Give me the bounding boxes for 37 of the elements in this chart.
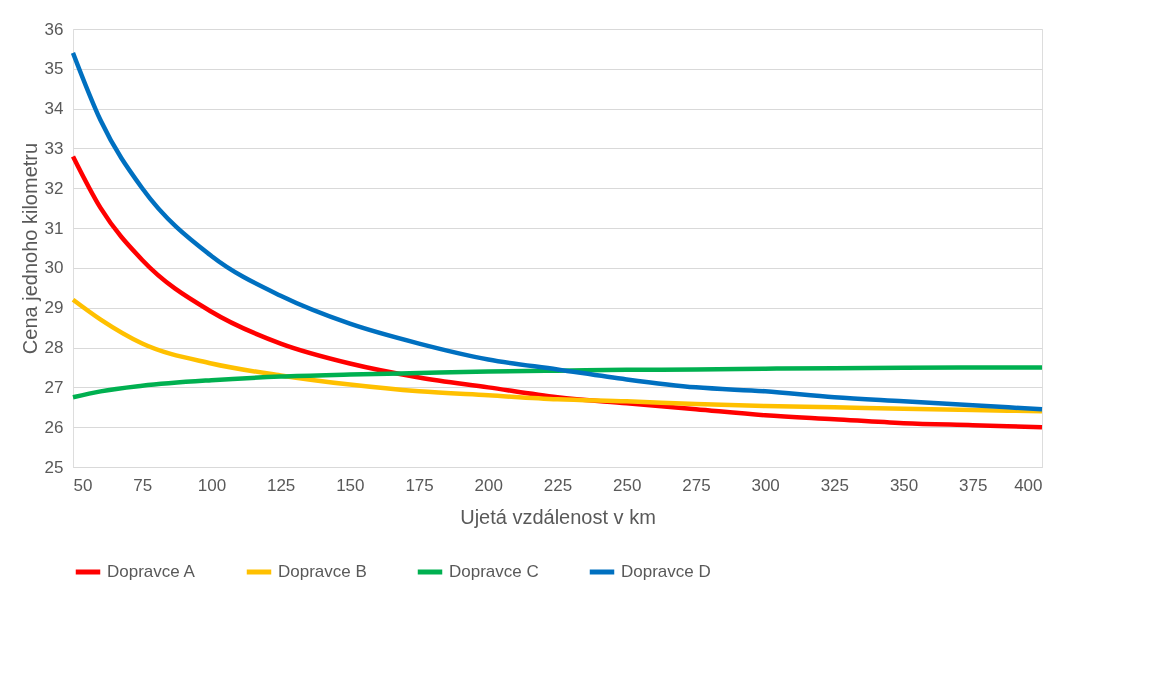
x-tick-label: 275 [682,475,711,495]
y-tick-label: 25 [44,457,64,477]
y-tick-label: 28 [44,338,64,358]
line-series [70,297,1045,414]
legend-label: Dopravce A [107,562,196,581]
x-tick-label: 250 [613,475,642,495]
line-series [70,154,1045,430]
line-series [70,50,1045,412]
x-tick-label: 200 [474,475,503,495]
legend-label: Dopravce C [449,562,539,581]
x-tick-label: 175 [405,475,434,495]
x-axis-title: Ujetá vzdálenost v km [460,505,656,528]
y-tick-label: 31 [44,218,64,238]
x-tick-label: 300 [751,475,780,495]
x-tick-label: 350 [889,475,919,495]
x-tick-label: 375 [959,475,988,495]
x-tick-label: 150 [336,475,365,495]
y-tick-label: 32 [44,178,64,198]
x-tick-label: 75 [133,475,153,495]
x-tick-label: 400 [1014,475,1043,495]
x-tick-label: 100 [197,475,227,495]
y-tick-label: 34 [44,99,64,119]
y-tick-label: 35 [44,59,64,79]
y-tick-label: 27 [44,377,64,397]
y-tick-label: 30 [44,258,64,278]
y-tick-label: 36 [44,19,64,39]
legend-label: Dopravce D [621,562,711,581]
x-tick-label: 50 [73,475,93,495]
y-tick-label: 26 [44,417,64,437]
x-tick-label: 325 [820,475,850,495]
x-tick-label: 225 [543,475,573,495]
line-series [70,365,1045,400]
y-tick-label: 29 [44,298,64,318]
y-axis-title: Cena jednoho kilometru [18,142,41,355]
y-tick-label: 33 [44,138,64,158]
x-tick-label: 125 [266,475,296,495]
legend-label: Dopravce B [278,562,367,581]
